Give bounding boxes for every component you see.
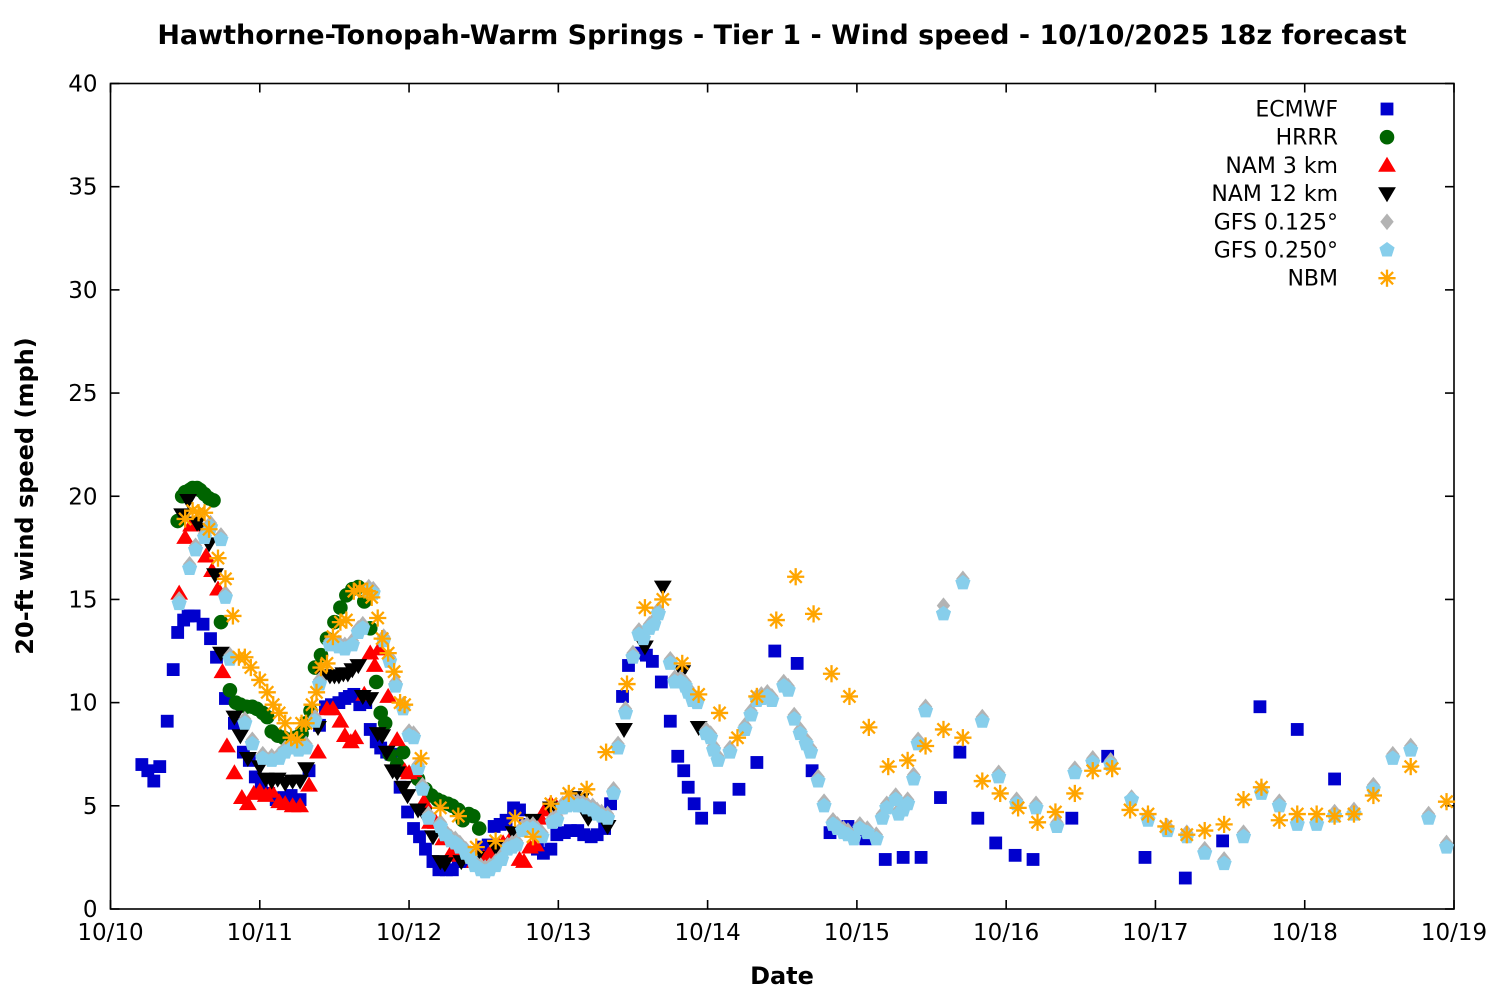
legend-item-nbm: NBM [1287,267,1396,292]
legend-item-nam-3-km: NAM 3 km [1225,154,1396,179]
y-tick-label: 40 [68,72,97,98]
x-tick-label: 10/13 [525,920,591,946]
legend-marker-gfs-0-250-icon [1379,242,1395,257]
x-axis-label: Date [750,962,814,990]
x-tick-label: 10/11 [227,920,293,946]
x-tick-label: 10/15 [824,920,890,946]
legend-item-gfs-0-125: GFS 0.125° [1214,210,1394,235]
legend-label-gfs-0-125: GFS 0.125° [1214,210,1338,235]
legend-item-gfs-0-250: GFS 0.250° [1214,239,1395,264]
legend-label-nam-3-km: NAM 3 km [1225,154,1338,179]
y-tick-label: 25 [68,381,97,407]
y-tick-label: 5 [83,794,98,820]
legend-label-gfs-0-250: GFS 0.250° [1214,239,1338,264]
legend-marker-nbm-icon [1378,269,1396,287]
axes-ticks: 10/10 10/11 10/12 10/13 10/14 10/15 10/16 10/17… [68,72,1487,947]
x-tick-label: 10/19 [1421,920,1487,946]
y-tick-label: 0 [83,897,98,923]
legend-item-hrrr: HRRR [1276,126,1395,151]
legend-item-nam-12-km: NAM 12 km [1211,182,1396,207]
x-tick-label: 10/10 [77,920,143,946]
x-tick-label: 10/16 [973,920,1039,946]
y-tick-label: 10 [68,691,97,717]
x-tick-label: 10/18 [1272,920,1338,946]
legend-marker-ecmwf-icon [1380,102,1394,116]
legend-marker-nam-3-km-icon [1378,156,1396,172]
x-tick-label: 10/12 [376,920,442,946]
y-tick-label: 35 [68,175,97,201]
y-tick-label: 20 [68,484,97,510]
plot-area: 10/10 10/11 10/12 10/13 10/14 10/15 10/16 10/17… [68,72,1487,947]
y-axis-label: 20-ft wind speed (mph) [11,337,39,654]
legend-item-ecmwf: ECMWF [1255,98,1394,123]
legend-label-hrrr: HRRR [1276,126,1338,151]
legend-marker-hrrr-icon [1379,129,1395,145]
x-tick-label: 10/17 [1122,920,1188,946]
x-tick-label: 10/14 [674,920,740,946]
y-tick-label: 30 [68,278,97,304]
legend-label-nbm: NBM [1287,267,1338,292]
series-nbm [176,502,1456,856]
chart-title: Hawthorne-Tonopah-Warm Springs - Tier 1 … [157,20,1406,51]
legend-marker-nam-12-km-icon [1378,187,1396,203]
legend-marker-gfs-0-125-icon [1380,213,1394,231]
legend: ECMWF HRRR NAM 3 km NAM 12 km GFS 0.125° GFS … [1211,98,1396,292]
y-tick-label: 15 [68,587,97,613]
legend-label-ecmwf: ECMWF [1255,98,1338,123]
legend-label-nam-12-km: NAM 12 km [1211,182,1338,207]
